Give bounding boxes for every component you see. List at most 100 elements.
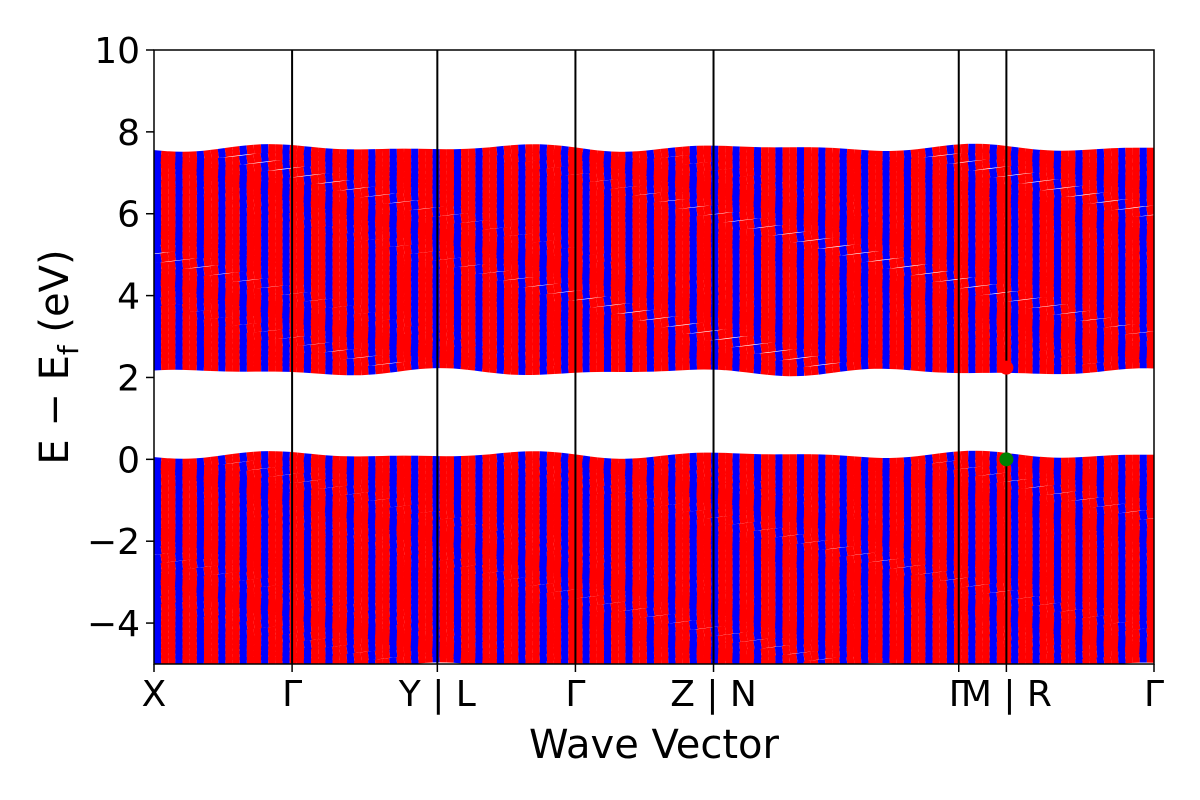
- band-conduction-segment: [510, 235, 519, 245]
- band-conduction-segment: [389, 202, 398, 213]
- band-conduction-segment: [1067, 312, 1076, 323]
- band-conduction-segment: [853, 154, 862, 164]
- band-conduction-segment: [632, 267, 641, 277]
- band-conduction-segment: [1103, 290, 1112, 301]
- band-valence-segment: [289, 652, 298, 662]
- band-conduction-segment: [460, 285, 469, 295]
- band-conduction-segment: [1096, 202, 1105, 212]
- band-conduction-segment: [239, 164, 248, 174]
- band-conduction-segment: [253, 162, 262, 173]
- band-conduction-segment: [439, 331, 448, 342]
- band-conduction-segment: [717, 285, 726, 296]
- band-conduction-segment: [289, 284, 298, 294]
- band-conduction-segment: [367, 346, 376, 357]
- band-conduction-segment: [332, 171, 341, 182]
- band-conduction-segment: [910, 220, 919, 231]
- band-conduction-segment: [360, 326, 369, 336]
- band-conduction-segment: [1010, 313, 1019, 323]
- band-conduction-segment: [982, 285, 991, 295]
- band-conduction-segment: [460, 256, 469, 267]
- band-conduction-segment: [1131, 207, 1141, 218]
- band-conduction-segment: [767, 342, 776, 353]
- band-conduction-segment: [1010, 291, 1019, 301]
- band-conduction-segment: [1096, 237, 1105, 247]
- band-conduction-segment: [560, 145, 569, 156]
- band-conduction-segment: [653, 273, 662, 284]
- band-conduction-segment: [896, 248, 905, 259]
- band-conduction-segment: [553, 306, 562, 317]
- band-conduction-segment: [496, 271, 505, 282]
- band-conduction-segment: [903, 167, 912, 177]
- band-conduction-segment: [1046, 349, 1055, 359]
- band-conduction-segment: [389, 184, 398, 194]
- band-conduction-segment: [796, 325, 805, 335]
- band-conduction-segment: [1124, 324, 1134, 335]
- band-conduction-segment: [1089, 203, 1098, 213]
- band-conduction-segment: [1117, 174, 1126, 184]
- band-conduction-segment: [503, 298, 512, 308]
- band-conduction-segment: [660, 326, 669, 337]
- band-conduction-segment: [503, 365, 512, 375]
- band-conduction-segment: [967, 161, 977, 171]
- band-conduction-segment: [339, 306, 348, 316]
- band-conduction-segment: [503, 351, 512, 362]
- band-conduction-segment: [303, 210, 312, 221]
- band-conduction-segment: [967, 330, 976, 340]
- band-conduction-segment: [682, 198, 691, 209]
- band-conduction-segment: [889, 214, 898, 224]
- band-conduction-segment: [332, 319, 341, 330]
- band-conduction-segment: [367, 365, 376, 375]
- band-conduction-segment: [403, 191, 412, 202]
- band-conduction-segment: [396, 352, 405, 363]
- band-conduction-segment: [1025, 342, 1033, 353]
- band-conduction-segment: [275, 338, 283, 349]
- band-conduction-segment: [1053, 304, 1062, 315]
- band-conduction-segment: [282, 263, 291, 273]
- band-conduction-segment: [1074, 195, 1084, 206]
- band-conduction-segment: [1053, 178, 1062, 189]
- band-conduction-segment: [217, 244, 226, 254]
- band-conduction-segment: [967, 151, 976, 162]
- band-conduction-segment: [717, 320, 726, 330]
- band-conduction-segment: [375, 209, 383, 220]
- band-conduction-segment: [525, 268, 533, 278]
- band-conduction-segment: [767, 173, 776, 183]
- band-conduction-segment: [717, 339, 726, 349]
- band-conduction-segment: [382, 363, 391, 374]
- band-conduction-segment: [582, 245, 591, 256]
- band-conduction-segment: [753, 183, 762, 193]
- band-conduction-segment: [560, 291, 569, 302]
- band-conduction-segment: [296, 189, 305, 199]
- band-conduction-segment: [996, 167, 1005, 177]
- band-conduction-segment: [867, 273, 876, 284]
- band-conduction-segment: [360, 196, 369, 207]
- band-conduction-segment: [796, 241, 805, 252]
- band-conduction-segment: [696, 215, 705, 225]
- band-conduction-segment: [589, 253, 598, 264]
- band-conduction-segment: [810, 186, 819, 197]
- band-conduction-segment: [289, 307, 298, 317]
- band-conduction-segment: [325, 289, 333, 300]
- band-conduction-segment: [1139, 180, 1148, 190]
- band-conduction-segment: [317, 147, 326, 158]
- band-conduction-segment: [953, 144, 962, 154]
- band-conduction-segment: [525, 299, 533, 310]
- band-conduction-segment: [346, 179, 355, 190]
- band-conduction-segment: [1060, 295, 1069, 305]
- band-conduction-segment: [275, 212, 283, 223]
- band-conduction-segment: [482, 147, 491, 157]
- band-conduction-segment: [196, 150, 205, 161]
- band-conduction-segment: [989, 293, 998, 304]
- band-conduction-segment: [739, 244, 748, 255]
- band-conduction-segment: [332, 225, 341, 235]
- band-conduction-segment: [817, 331, 826, 341]
- band-conduction-segment: [274, 159, 284, 170]
- band-conduction-segment: [832, 336, 841, 347]
- band-valence-segment: [846, 655, 855, 664]
- band-conduction-segment: [717, 169, 726, 179]
- band-valence-segment: [839, 656, 848, 664]
- band-conduction-segment: [824, 237, 834, 248]
- band-conduction-segment: [196, 162, 205, 173]
- band-conduction-segment: [653, 333, 662, 343]
- band-conduction-segment: [267, 170, 276, 180]
